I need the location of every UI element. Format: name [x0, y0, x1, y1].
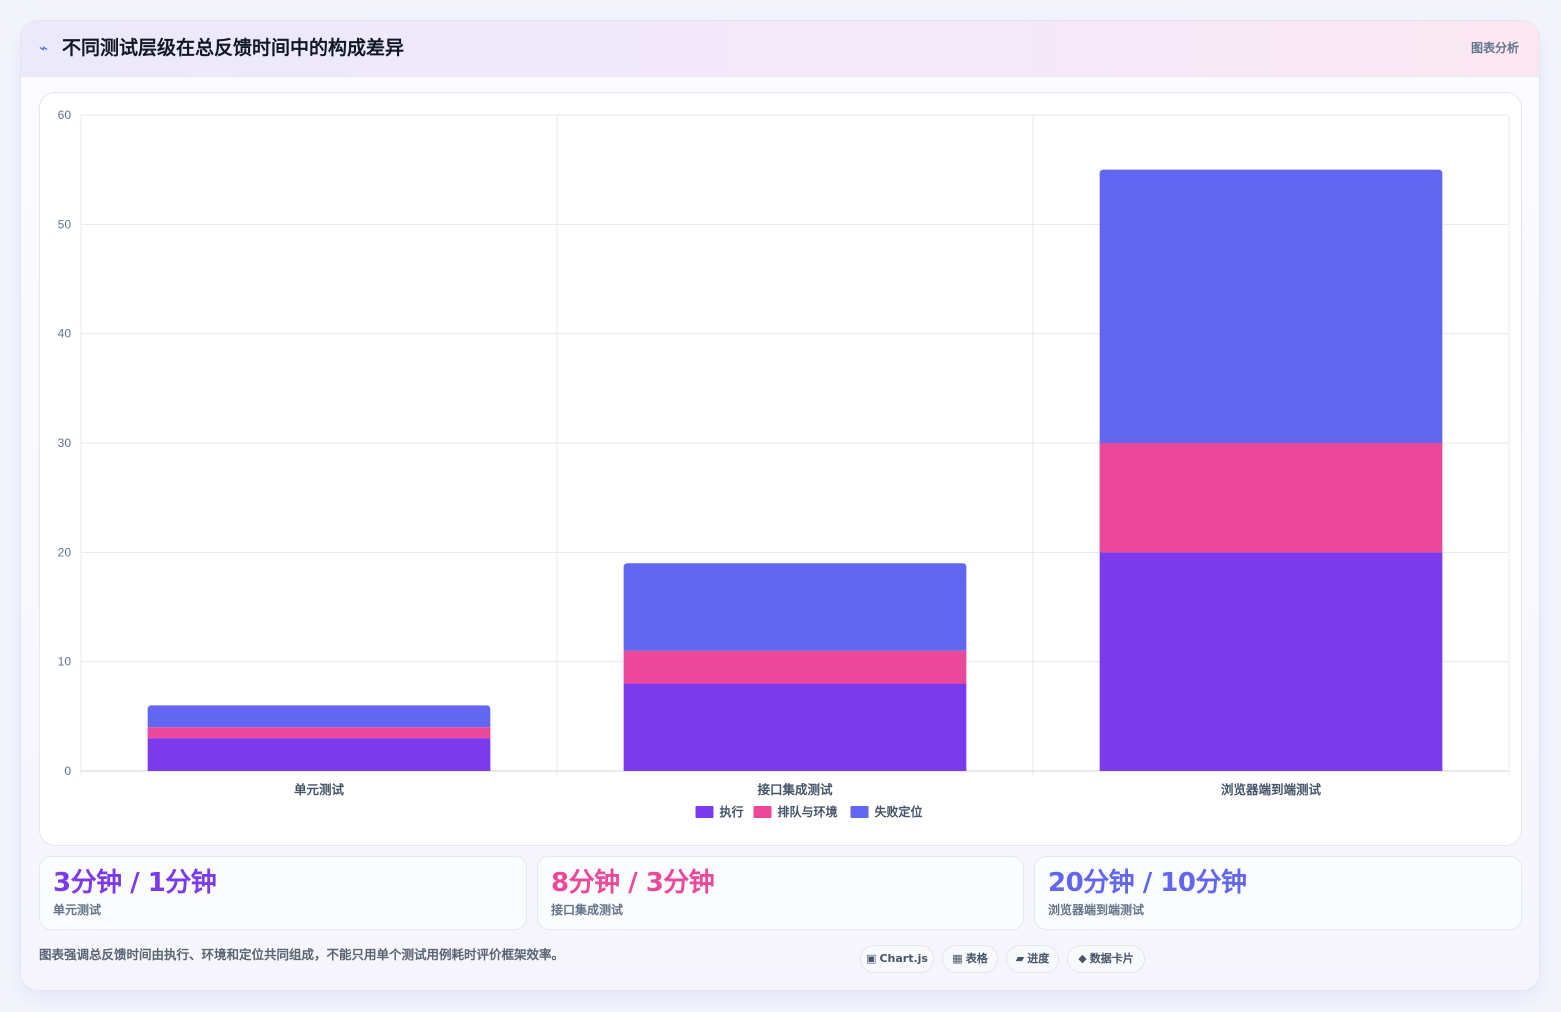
- chart-panel: 0 10 20 30 40 50 60 单元测试 接口集成测试 浏览器端到端测试执行 排队与环境 失败…: [39, 92, 1522, 846]
- pill-label: 表格: [965, 952, 988, 965]
- pill-chartjs[interactable]: ▣ Chart.js: [860, 945, 934, 973]
- card-body: 0 10 20 30 40 50 60 单元测试 接口集成测试 浏览器端到端测试 执行 排队与环境 失败…: [21, 77, 1539, 990]
- x-tick-label: 单元测试: [294, 782, 345, 797]
- stat-label: 接口集成测试: [551, 903, 624, 917]
- legend-label: 执行: [720, 804, 744, 819]
- stat-value: 3分钟 / 1分钟: [53, 868, 217, 898]
- bar-segment: [623, 563, 967, 651]
- pill-data-card[interactable]: ◆ 数据卡片: [1067, 945, 1145, 973]
- y-tick-label: 10: [58, 655, 72, 669]
- legend-label: 排队与环境: [778, 804, 838, 819]
- stat-value: 8分钟 / 3分钟: [551, 868, 715, 898]
- y-tick-label: 0: [64, 764, 71, 778]
- stat-label: 浏览器端到端测试: [1048, 903, 1145, 917]
- stat-value: 20分钟 / 10分钟: [1048, 868, 1247, 898]
- x-tick-label: 浏览器端到端测试: [1221, 782, 1322, 797]
- y-tick-label: 60: [58, 108, 72, 122]
- stat-card-e2e: 20分钟 / 10分钟 浏览器端到端测试: [1034, 856, 1522, 930]
- chart-analysis-tag: 图表分析: [1470, 41, 1519, 55]
- x-tick-label: 接口集成测试: [757, 782, 833, 797]
- chart-footnote: 图表强调总反馈时间由执行、环境和定位共同组成，不能只用单个测试用例耗时评价框架效…: [39, 947, 565, 962]
- bar-segment: [1099, 552, 1443, 771]
- pill-label: Chart.js: [879, 952, 928, 965]
- stat-card-integration: 8分钟 / 3分钟 接口集成测试: [537, 856, 1024, 930]
- legend-swatch: [850, 806, 869, 818]
- pill-label: 进度: [1027, 952, 1050, 965]
- y-tick-label: 20: [58, 545, 72, 559]
- bar-segment: [623, 650, 967, 684]
- chart-card: ⌁ 不同测试层级在总反馈时间中的构成差异 图表分析 0 10 20 30 40 50 60 单…: [20, 20, 1540, 991]
- legend-label: 失败定位: [875, 804, 923, 819]
- table-icon: ▦: [952, 952, 963, 965]
- card-header: ⌁ 不同测试层级在总反馈时间中的构成差异 图表分析: [21, 21, 1539, 77]
- chart-title: 不同测试层级在总反馈时间中的构成差异: [62, 37, 405, 59]
- legend-swatch: [753, 806, 772, 818]
- stat-label: 单元测试: [53, 903, 102, 917]
- progress-icon: ▰: [1015, 952, 1025, 965]
- bar-segment: [1099, 443, 1443, 553]
- bar-segment: [623, 683, 967, 771]
- pill-table[interactable]: ▦ 表格: [942, 945, 998, 973]
- bar-segment: [147, 727, 491, 739]
- y-tick-label: 50: [58, 217, 72, 231]
- pill-progress[interactable]: ▰ 进度: [1006, 945, 1059, 973]
- lightning-icon: ⌁: [39, 39, 49, 57]
- pill-label: 数据卡片: [1089, 952, 1134, 965]
- bar-segment: [1099, 169, 1443, 443]
- bar-segment: [147, 738, 491, 771]
- y-tick-label: 30: [58, 436, 72, 450]
- chart-icon: ▣: [866, 952, 877, 965]
- y-tick-label: 40: [58, 327, 72, 341]
- diamond-icon: ◆: [1078, 952, 1087, 965]
- legend-swatch: [695, 806, 714, 818]
- bar-segment: [147, 705, 491, 728]
- stat-card-unit: 3分钟 / 1分钟 单元测试: [39, 856, 527, 930]
